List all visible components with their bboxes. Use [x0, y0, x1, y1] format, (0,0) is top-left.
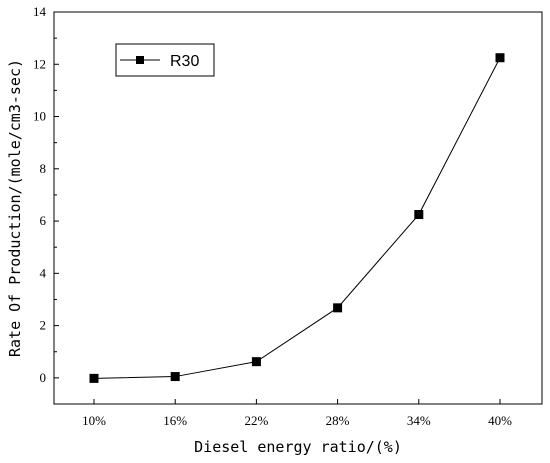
x-tick-label: 10% [82, 413, 106, 428]
y-axis-title: Rate Of Production/(mole/cm3-sec) [6, 59, 24, 357]
series-layer [89, 53, 505, 383]
data-point [333, 303, 343, 313]
y-tick-label: 4 [40, 265, 47, 280]
y-axis: 0 2 4 6 8 10 12 14 [33, 4, 59, 385]
x-tick-label: 34% [407, 413, 431, 428]
legend: R30 [115, 43, 215, 77]
y-tick-label: 0 [40, 370, 47, 385]
x-tick-label: 22% [244, 413, 268, 428]
y-tick-label: 8 [40, 161, 47, 176]
plot-frame [53, 11, 543, 405]
y-tick-label: 6 [40, 213, 47, 228]
data-point [495, 53, 505, 63]
data-point [414, 210, 424, 220]
legend-marker [136, 56, 144, 64]
y-tick-label: 12 [33, 56, 46, 71]
x-axis: 10% 16% 22% 28% 34% 40% [82, 399, 512, 428]
y-tick-label: 14 [33, 4, 47, 19]
x-tick-label: 16% [163, 413, 187, 428]
data-point [89, 373, 99, 383]
y-tick-label: 2 [40, 318, 47, 333]
x-tick-label: 40% [488, 413, 512, 428]
x-tick-label: 28% [326, 413, 350, 428]
data-point [170, 372, 180, 382]
legend-label: R30 [170, 53, 199, 70]
y-tick-label: 10 [33, 109, 46, 124]
data-point [251, 357, 261, 367]
series-line-R30 [93, 57, 501, 379]
x-axis-title: Diesel energy ratio/(%) [194, 438, 402, 456]
